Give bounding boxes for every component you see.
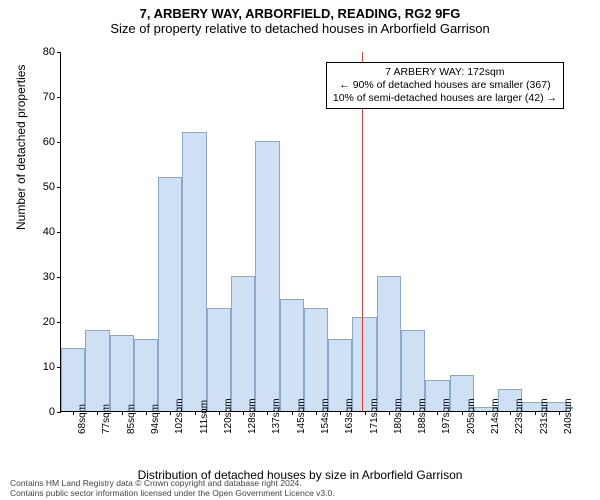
plot-region: 0102030405060708068sqm77sqm85sqm94sqm102… xyxy=(60,52,570,412)
x-tick-mark xyxy=(122,411,123,415)
x-tick-mark xyxy=(510,411,511,415)
y-tick-label: 80 xyxy=(25,46,55,58)
footer-attribution: Contains HM Land Registry data © Crown c… xyxy=(10,479,335,498)
x-tick-mark xyxy=(389,411,390,415)
x-tick-mark xyxy=(170,411,171,415)
y-tick-label: 40 xyxy=(25,226,55,238)
chart-title-desc: Size of property relative to detached ho… xyxy=(0,21,600,36)
x-tick-mark xyxy=(316,411,317,415)
y-tick-label: 20 xyxy=(25,316,55,328)
x-tick-mark xyxy=(219,411,220,415)
x-tick-mark xyxy=(486,411,487,415)
histogram-bar xyxy=(134,339,158,411)
chart-title-address: 7, ARBERY WAY, ARBORFIELD, READING, RG2 … xyxy=(0,6,600,21)
histogram-bar xyxy=(377,276,401,411)
histogram-bar xyxy=(182,132,206,411)
x-tick-mark xyxy=(195,411,196,415)
histogram-bar xyxy=(304,308,328,412)
x-tick-mark xyxy=(437,411,438,415)
y-tick-label: 50 xyxy=(25,181,55,193)
chart-area: 0102030405060708068sqm77sqm85sqm94sqm102… xyxy=(60,52,570,412)
histogram-bar xyxy=(110,335,134,412)
x-tick-mark xyxy=(462,411,463,415)
annotation-line: ← 90% of detached houses are smaller (36… xyxy=(333,79,557,92)
histogram-bar xyxy=(207,308,231,412)
x-tick-mark xyxy=(243,411,244,415)
y-tick-label: 70 xyxy=(25,91,55,103)
y-tick-mark xyxy=(57,97,61,98)
histogram-bar xyxy=(280,299,304,412)
y-tick-mark xyxy=(57,232,61,233)
histogram-bar xyxy=(352,317,376,412)
x-tick-mark xyxy=(535,411,536,415)
x-tick-mark xyxy=(292,411,293,415)
histogram-bar xyxy=(255,141,279,411)
x-tick-label: 205sqm xyxy=(466,398,477,434)
x-tick-mark xyxy=(413,411,414,415)
x-tick-mark xyxy=(559,411,560,415)
x-tick-label: 240sqm xyxy=(563,398,574,434)
y-tick-label: 10 xyxy=(25,361,55,373)
y-tick-mark xyxy=(57,277,61,278)
x-tick-mark xyxy=(267,411,268,415)
x-tick-mark xyxy=(340,411,341,415)
annotation-line: 7 ARBERY WAY: 172sqm xyxy=(333,66,557,79)
y-tick-label: 0 xyxy=(25,406,55,418)
annotation-box: 7 ARBERY WAY: 172sqm← 90% of detached ho… xyxy=(326,62,564,109)
y-tick-label: 60 xyxy=(25,136,55,148)
y-tick-mark xyxy=(57,52,61,53)
x-tick-mark xyxy=(73,411,74,415)
y-tick-label: 30 xyxy=(25,271,55,283)
y-tick-mark xyxy=(57,187,61,188)
histogram-bar xyxy=(85,330,109,411)
x-tick-mark xyxy=(97,411,98,415)
footer-line2: Contains public sector information licen… xyxy=(10,489,335,498)
x-tick-mark xyxy=(365,411,366,415)
histogram-bar xyxy=(61,348,85,411)
annotation-line: 10% of semi-detached houses are larger (… xyxy=(333,92,557,105)
y-tick-mark xyxy=(57,142,61,143)
histogram-bar xyxy=(231,276,255,411)
y-tick-mark xyxy=(57,412,61,413)
y-tick-mark xyxy=(57,322,61,323)
x-tick-mark xyxy=(146,411,147,415)
histogram-bar xyxy=(158,177,182,411)
